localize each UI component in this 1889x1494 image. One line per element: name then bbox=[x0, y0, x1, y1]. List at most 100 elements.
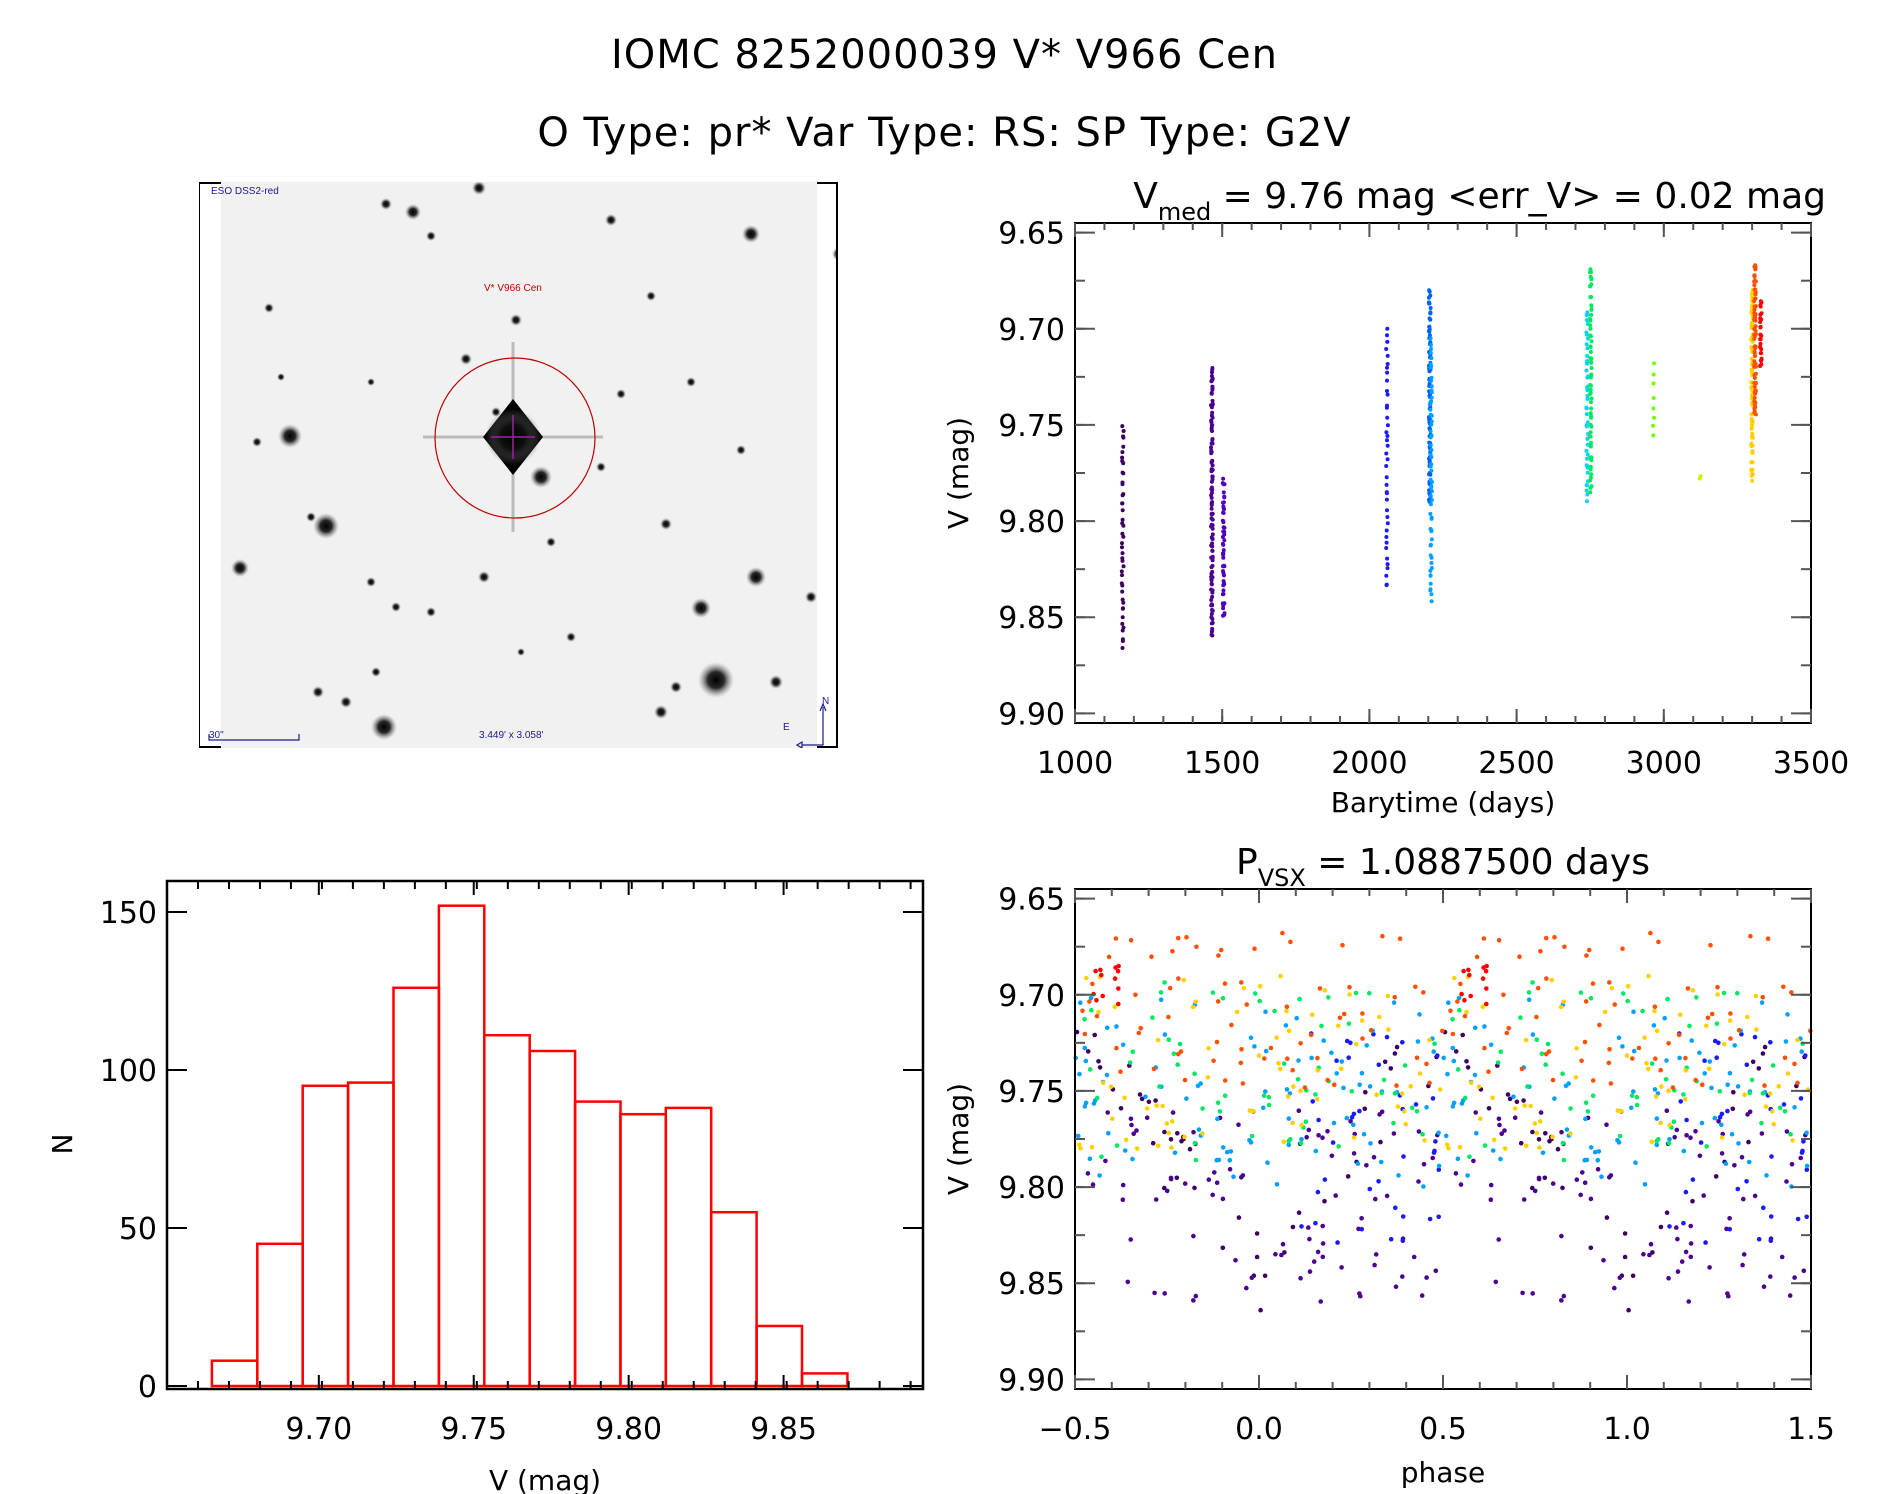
light-curve-point bbox=[1385, 457, 1390, 462]
light-curve-point bbox=[1753, 265, 1758, 270]
phase-curve-point bbox=[1746, 1139, 1751, 1145]
phase-curve-point bbox=[1332, 1082, 1337, 1087]
phase-curve-point bbox=[1313, 1092, 1318, 1097]
light-curve-point bbox=[1221, 606, 1226, 611]
phase-curve-point bbox=[1427, 1216, 1433, 1222]
phase-curve-point bbox=[1313, 1220, 1318, 1226]
phase-curve-point bbox=[1082, 1104, 1088, 1109]
light-curve-point bbox=[1384, 482, 1389, 487]
y-tick-label: 9.70 bbox=[998, 313, 1065, 348]
phase-curve-point bbox=[1278, 973, 1283, 979]
phase-curve-point bbox=[1114, 1024, 1119, 1029]
phase-curve-point bbox=[1771, 1121, 1776, 1127]
light-curve-point bbox=[1384, 475, 1389, 480]
phase-curve-point bbox=[1175, 1131, 1180, 1136]
phase-curve-point bbox=[1761, 1284, 1767, 1289]
phase-curve-point bbox=[1615, 1138, 1620, 1143]
phase-curve-point bbox=[1785, 1071, 1791, 1076]
light-curve-point bbox=[1120, 597, 1125, 602]
light-curve-point bbox=[1210, 523, 1215, 528]
light-curve-point bbox=[1586, 336, 1590, 341]
phase-curve-point bbox=[1741, 1196, 1746, 1202]
survey-label: ESO DSS2-red bbox=[211, 186, 279, 197]
light-curve-point bbox=[1120, 517, 1125, 522]
phase-curve-point bbox=[1191, 1233, 1196, 1239]
phase-curve-point bbox=[1455, 1156, 1461, 1162]
phase-curve-point bbox=[1560, 1071, 1565, 1076]
phase-curve-point bbox=[1693, 1129, 1698, 1134]
phase-curve-title-rest: = 1.0887500 days bbox=[1306, 842, 1650, 883]
phase-curve-point bbox=[1193, 1157, 1199, 1163]
light-curve-point bbox=[1429, 419, 1434, 424]
light-curve-point bbox=[1759, 311, 1764, 316]
phase-curve-point bbox=[1090, 981, 1095, 987]
phase-curve-point bbox=[1116, 986, 1121, 991]
phase-curve-point bbox=[1184, 1096, 1189, 1101]
phase-curve-point bbox=[1464, 1009, 1469, 1015]
sky-star bbox=[371, 667, 381, 677]
light-curve-point bbox=[1209, 587, 1214, 592]
phase-curve-point bbox=[1373, 1196, 1378, 1202]
phase-curve-point bbox=[1122, 1148, 1128, 1153]
phase-curve-point bbox=[1341, 1011, 1347, 1017]
phase-curve-point bbox=[1349, 1115, 1355, 1120]
light-curve-point bbox=[1222, 563, 1226, 568]
phase-curve-point bbox=[1612, 1285, 1617, 1291]
phase-curve-point bbox=[1539, 1051, 1545, 1057]
phase-curve-point bbox=[1309, 1012, 1315, 1017]
phase-curve-point bbox=[1394, 1083, 1399, 1088]
light-curve-point bbox=[1429, 516, 1434, 521]
phase-curve-point bbox=[1139, 1096, 1145, 1102]
phase-curve-point bbox=[1629, 1093, 1635, 1098]
light-curve-point bbox=[1429, 555, 1434, 560]
phase-curve-point bbox=[1762, 1083, 1767, 1088]
phase-curve-point bbox=[1182, 1181, 1188, 1186]
phase-curve-point bbox=[1085, 1171, 1091, 1176]
light-curve-point bbox=[1428, 306, 1433, 310]
light-curve-point bbox=[1222, 525, 1227, 530]
light-curve-point bbox=[1120, 508, 1125, 513]
light-curve-point bbox=[1589, 277, 1594, 282]
light-curve-point bbox=[1584, 405, 1589, 410]
phase-curve-point bbox=[1130, 1049, 1136, 1054]
phase-curve-point bbox=[1303, 1119, 1309, 1124]
light-curve-point bbox=[1428, 336, 1433, 341]
light-curve-point bbox=[1210, 558, 1215, 563]
phase-curve-point bbox=[1684, 1133, 1689, 1138]
phase-curve-point bbox=[1647, 1252, 1652, 1258]
phase-curve-point bbox=[1448, 1008, 1453, 1014]
phase-curve-point bbox=[1152, 1290, 1157, 1296]
phase-curve-point bbox=[1497, 1122, 1502, 1128]
light-curve-point bbox=[1749, 309, 1754, 314]
phase-curve-point bbox=[1257, 998, 1262, 1004]
target-crosshair bbox=[491, 415, 535, 459]
light-curve-point bbox=[1120, 637, 1125, 642]
phase-curve-point bbox=[1606, 1060, 1612, 1066]
light-curve-point bbox=[1385, 370, 1390, 375]
phase-curve-point bbox=[1360, 1036, 1365, 1041]
light-curve-point bbox=[1588, 467, 1593, 472]
light-curve-point bbox=[1759, 333, 1764, 338]
phase-curve-point bbox=[1168, 1137, 1174, 1142]
histogram-bar bbox=[301, 1084, 350, 1388]
light-curve-point bbox=[1427, 333, 1432, 338]
phase-curve-point bbox=[1714, 1021, 1720, 1026]
phase-curve-point bbox=[1100, 993, 1105, 999]
phase-curve-point bbox=[1804, 1167, 1810, 1172]
phase-curve-point bbox=[1584, 953, 1589, 958]
light-curve-point bbox=[1221, 603, 1226, 608]
phase-curve-point bbox=[1658, 1120, 1663, 1126]
phase-curve-point bbox=[1096, 1059, 1101, 1064]
light-curve-point bbox=[1221, 569, 1225, 574]
histogram-bar bbox=[800, 1372, 849, 1388]
phase-curve-point bbox=[1239, 1047, 1244, 1052]
phase-curve-point bbox=[1104, 1025, 1110, 1031]
phase-curve-point bbox=[1436, 1214, 1441, 1220]
phase-curve-point bbox=[1787, 1293, 1793, 1298]
phase-curve-point bbox=[1630, 1273, 1636, 1279]
phase-curve-point bbox=[1690, 1198, 1695, 1204]
light-curve-point bbox=[1220, 518, 1225, 523]
phase-curve-point bbox=[1670, 1085, 1676, 1090]
light-curve-point bbox=[1210, 563, 1215, 568]
light-curve-point bbox=[1588, 345, 1593, 349]
